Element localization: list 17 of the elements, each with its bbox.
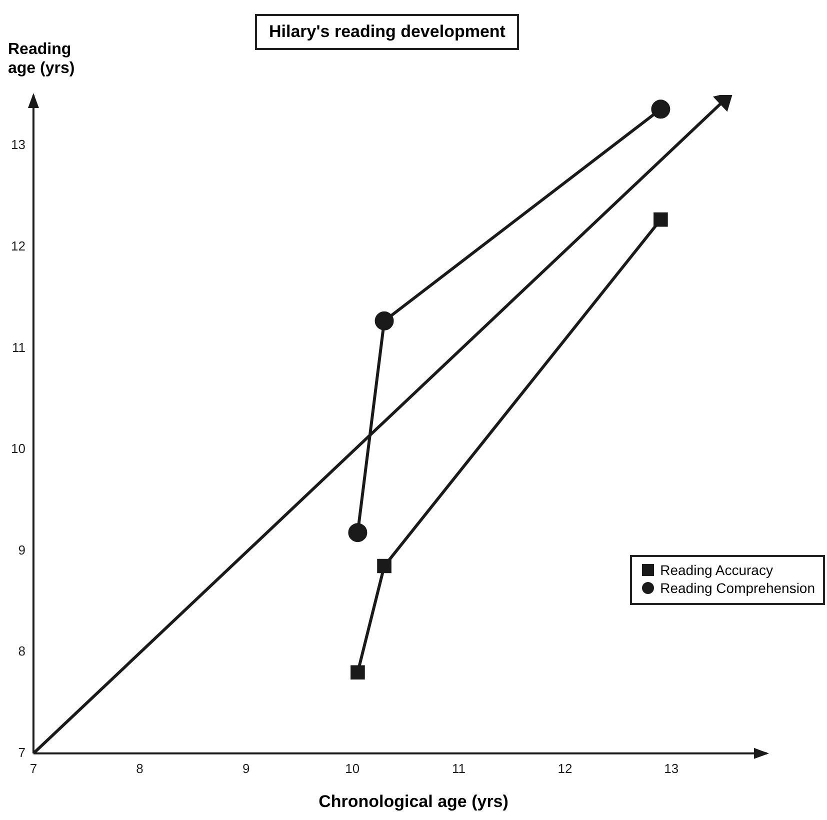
y-tick-label: 7: [18, 744, 26, 760]
x-tick-label: 7: [30, 760, 38, 776]
x-tick-label: 8: [136, 760, 144, 776]
y-tick-label: 8: [18, 644, 26, 659]
x-tick-label: 12: [558, 760, 572, 776]
x-tick-label: 10: [345, 760, 360, 776]
y-tick-label: 12: [10, 238, 26, 254]
x-tick-label: 13: [664, 760, 679, 776]
x-tick-label: 11: [452, 760, 466, 776]
y-tick-label: 13: [10, 137, 26, 152]
chart-title: Hilary's reading development: [255, 14, 520, 50]
y-tick-label: 10: [10, 441, 26, 456]
x-axis-title: Chronological age (yrs): [318, 792, 510, 812]
x-tick-label: 9: [242, 760, 250, 776]
y-tick-label: 9: [18, 542, 26, 558]
y-tick-label: 11: [12, 340, 26, 355]
y-axis-title: Reading age (yrs): [8, 40, 75, 78]
